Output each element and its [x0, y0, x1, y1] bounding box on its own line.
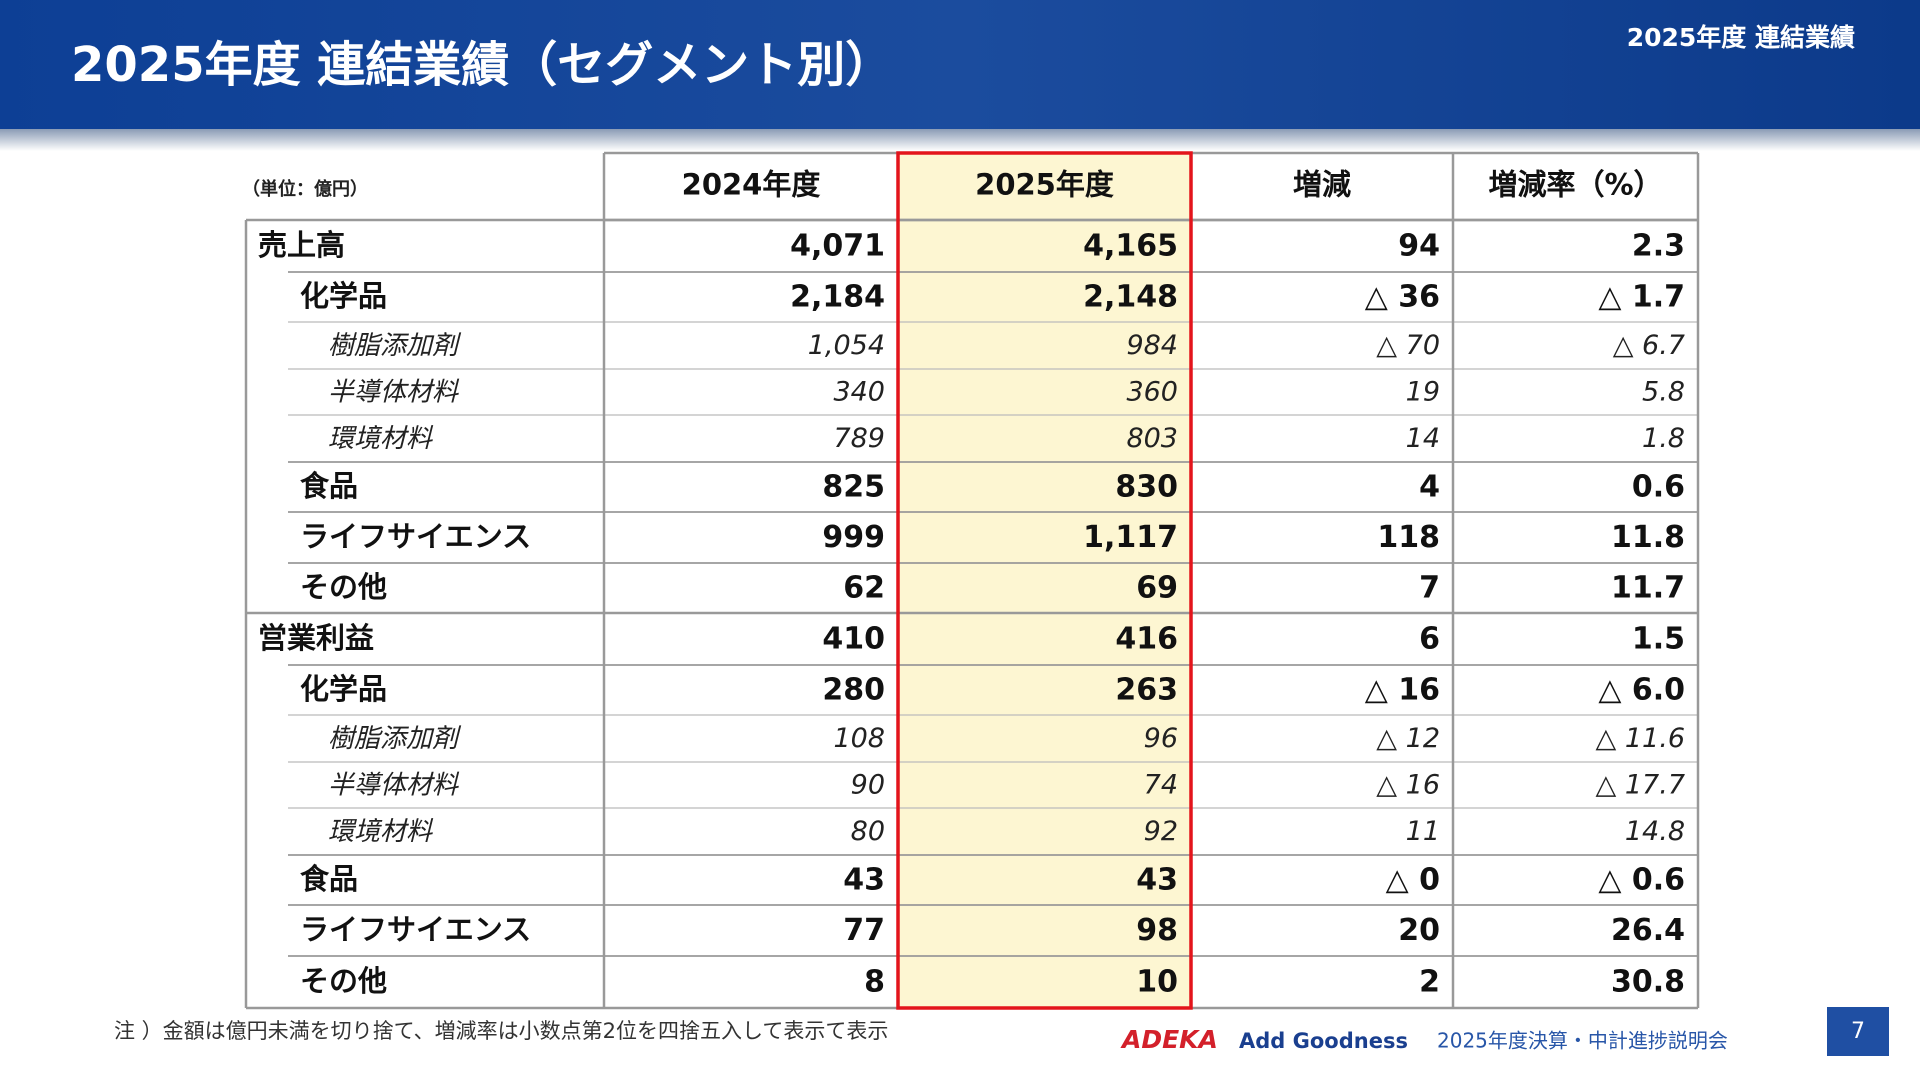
column-header: 増減: [1293, 168, 1351, 202]
cell-value: 10: [1136, 965, 1178, 1000]
cell-value: 1,117: [1083, 520, 1178, 555]
cell-value: △ 1.7: [1598, 280, 1685, 315]
title: 2025年度 連結業績（セグメント別）: [71, 37, 893, 93]
cell-value: 1,054: [808, 330, 885, 361]
column-header: 2025年度: [975, 168, 1114, 202]
cell-value: 94: [1398, 229, 1440, 264]
highlight-bg: [898, 153, 1191, 1008]
row-label: 環境材料: [328, 424, 434, 454]
header-shadow: [0, 129, 1920, 151]
cell-value: 74: [1144, 770, 1178, 801]
cell-value: 14: [1406, 423, 1440, 454]
cell-value: 1.8: [1642, 423, 1685, 454]
row-label: 環境材料: [328, 817, 434, 847]
column-header: 増減率（%）: [1488, 168, 1662, 202]
cell-value: 11: [1406, 816, 1440, 847]
row-label: その他: [300, 570, 387, 604]
cell-value: 4: [1419, 470, 1440, 505]
cell-value: 92: [1144, 816, 1178, 847]
cell-value: 7: [1419, 571, 1440, 606]
cell-value: 43: [843, 863, 885, 898]
header-band: [0, 0, 1920, 129]
row-label: 半導体材料: [328, 771, 460, 801]
cell-value: 803: [1126, 423, 1178, 454]
cell-value: 77: [843, 913, 885, 948]
cell-value: 8: [864, 965, 885, 1000]
slogan: Add Goodness: [1239, 1029, 1408, 1053]
cell-value: 4,165: [1083, 229, 1178, 264]
cell-value: 90: [851, 770, 885, 801]
cell-value: 789: [833, 423, 885, 454]
cell-value: 825: [822, 470, 885, 505]
cell-value: △ 16: [1376, 770, 1440, 801]
cell-value: 263: [1115, 673, 1178, 708]
section-label: 2025年度 連結業績: [1627, 23, 1855, 52]
cell-value: 20: [1398, 913, 1440, 948]
cell-value: △ 36: [1365, 280, 1440, 315]
cell-value: 340: [833, 377, 885, 408]
cell-value: 80: [851, 816, 885, 847]
row-label: 樹脂添加剤: [328, 331, 462, 361]
cell-value: 999: [822, 520, 885, 555]
cell-value: 11.7: [1611, 571, 1685, 606]
event-name: 2025年度決算・中計進捗説明会: [1437, 1029, 1728, 1053]
cell-value: △ 16: [1365, 673, 1440, 708]
cell-value: 118: [1377, 520, 1440, 555]
cell-value: 11.8: [1611, 520, 1685, 555]
cell-value: 98: [1136, 913, 1178, 948]
cell-value: 360: [1126, 377, 1178, 408]
page-number: 7: [1851, 1019, 1865, 1044]
cell-value: 2.3: [1632, 229, 1685, 264]
cell-value: 19: [1406, 377, 1440, 408]
cell-value: 2,184: [790, 280, 885, 315]
row-label: 化学品: [300, 672, 387, 706]
cell-value: △ 70: [1376, 330, 1440, 361]
cell-value: 5.8: [1642, 377, 1685, 408]
cell-value: △ 17.7: [1596, 770, 1685, 801]
cell-value: 96: [1144, 723, 1178, 754]
cell-value: 830: [1115, 470, 1178, 505]
row-label: 樹脂添加剤: [328, 724, 462, 754]
cell-value: 984: [1126, 330, 1178, 361]
row-label: 半導体材料: [328, 378, 460, 408]
cell-value: △ 6.0: [1598, 673, 1685, 708]
cell-value: 14.8: [1625, 816, 1685, 847]
cell-value: △ 6.7: [1613, 330, 1685, 361]
cell-value: 410: [822, 622, 885, 657]
cell-value: 30.8: [1611, 965, 1685, 1000]
row-label: 食品: [300, 862, 358, 896]
table: （単位：億円） 2024年度 2025年度 増減 増減率（%） 売上高 4,071 4,165…: [242, 151, 1700, 1010]
cell-value: 2,148: [1083, 280, 1178, 315]
highlight-frame: [896, 151, 1193, 1010]
cell-value: 280: [822, 673, 885, 708]
cell-value: 1.5: [1632, 622, 1685, 657]
row-label: 化学品: [300, 279, 387, 313]
row-label: 売上高: [258, 228, 345, 262]
cell-value: 108: [833, 723, 885, 754]
cell-value: △ 11.6: [1596, 723, 1685, 754]
cell-value: 6: [1419, 622, 1440, 657]
row-label: 営業利益: [258, 621, 374, 655]
row-label: 食品: [300, 469, 358, 503]
cell-value: 4,071: [790, 229, 885, 264]
row-label: ライフサイエンス: [300, 520, 531, 554]
row-label: ライフサイエンス: [300, 913, 531, 947]
cell-value: 62: [843, 571, 885, 606]
column-header: 2024年度: [682, 168, 821, 202]
cell-value: 0.6: [1632, 470, 1685, 505]
cell-value: △ 0: [1386, 863, 1440, 898]
footnote: 注 ）金額は億円未満を切り捨て、増減率は小数点第2位を四捨五入して表示て表示: [114, 1019, 888, 1043]
cell-value: 26.4: [1611, 913, 1685, 948]
cell-value: 2: [1419, 965, 1440, 1000]
row-label: その他: [300, 964, 387, 998]
cell-value: 416: [1115, 622, 1178, 657]
cell-value: △ 12: [1376, 723, 1440, 754]
cell-value: 43: [1136, 863, 1178, 898]
page-box: [1827, 1007, 1889, 1056]
unit-label: （単位：億円）: [242, 178, 368, 200]
cell-value: 69: [1136, 571, 1178, 606]
brand-logo: ADEKA: [1120, 1025, 1218, 1054]
cell-value: △ 0.6: [1598, 863, 1685, 898]
